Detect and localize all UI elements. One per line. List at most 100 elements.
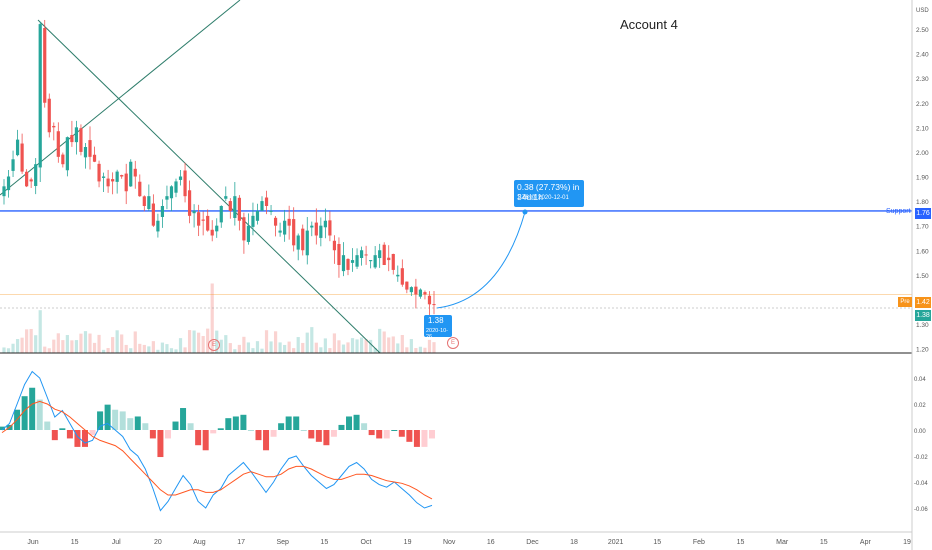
candle-body — [160, 206, 165, 217]
volume-bar — [346, 342, 350, 353]
candle-body — [11, 159, 15, 171]
macd-histogram-bar — [421, 430, 428, 447]
volume-bar — [328, 348, 332, 353]
volume-bar — [165, 344, 169, 353]
pre-market-label: Pre — [898, 297, 912, 307]
time-label: Aug — [193, 539, 206, 546]
volume-bar — [246, 342, 251, 353]
candle-body — [260, 201, 264, 211]
macd-histogram-bar — [413, 430, 420, 447]
volume-bar — [70, 340, 74, 353]
macd-histogram-bar — [330, 430, 337, 437]
macd-histogram-bar — [361, 423, 368, 430]
volume-bar — [396, 343, 400, 353]
volume-bar — [427, 339, 432, 353]
candle-body — [405, 281, 409, 290]
macd-histogram-bar — [391, 430, 398, 431]
macd-histogram-bar — [225, 418, 232, 430]
candle-body — [187, 190, 192, 216]
earnings-marker[interactable]: E — [447, 337, 459, 349]
volume-bar — [418, 346, 423, 353]
earnings-marker[interactable]: E — [208, 339, 220, 351]
volume-bar — [25, 329, 29, 353]
candle-body — [15, 139, 20, 156]
volume-bar — [111, 337, 115, 353]
macd-histogram-bar — [74, 430, 81, 447]
macd-histogram-bar — [142, 423, 149, 430]
candle-body — [97, 163, 101, 182]
indicator-tick: 0.00 — [914, 429, 926, 435]
candle-body — [178, 176, 183, 180]
projection-callout[interactable]: 0.38 (27.73%) in 34d 1h 1.76 @ 2020-12-0… — [514, 180, 584, 207]
candle-body — [183, 170, 187, 197]
start-point-callout[interactable]: 1.38 2020-10-26 — [424, 315, 452, 340]
candle-body — [29, 179, 33, 182]
macd-histogram-bar — [383, 430, 390, 439]
volume-bar — [369, 339, 373, 353]
price-tick: 2.20 — [916, 101, 929, 108]
candle-body — [228, 201, 232, 211]
candle-body — [305, 230, 309, 256]
volume-bar — [11, 343, 15, 353]
candle-body — [70, 135, 74, 143]
candle-body — [83, 147, 88, 158]
macd-histogram-bar — [353, 414, 360, 430]
pre-price-badge: 1.42 — [915, 297, 931, 308]
macd-histogram-bar — [406, 430, 413, 442]
candle-body — [206, 215, 210, 231]
macd-histogram-bar — [164, 430, 171, 439]
macd-histogram-bar — [247, 430, 254, 431]
volume-bar — [83, 331, 88, 353]
volume-bar — [101, 349, 106, 353]
volume-bar — [400, 335, 404, 353]
volume-bar — [88, 333, 92, 353]
time-label: 16 — [487, 539, 495, 546]
volume-bar — [65, 335, 69, 353]
candle-body — [201, 219, 205, 221]
candle-body — [192, 210, 196, 214]
volume-bar — [359, 337, 364, 353]
volume-bar — [278, 342, 282, 353]
volume-bar — [56, 333, 60, 353]
volume-bar — [106, 348, 110, 353]
volume-bar — [115, 330, 119, 353]
macd-histogram-bar — [97, 411, 104, 430]
candle-body — [359, 250, 364, 258]
candle-body — [287, 218, 291, 226]
candle-body — [106, 178, 110, 187]
price-tick: 1.80 — [916, 199, 929, 206]
volume-bar — [314, 342, 318, 353]
candle-body — [237, 197, 241, 221]
candle-body — [124, 173, 128, 192]
volume-bar — [305, 332, 309, 353]
macd-histogram-bar — [270, 430, 277, 437]
volume-bar — [219, 339, 223, 353]
candle-body — [423, 292, 427, 295]
volume-bar — [151, 341, 155, 353]
macd-histogram-bar — [263, 430, 270, 451]
volume-bar — [382, 331, 386, 353]
price-tick: 1.70 — [916, 224, 929, 231]
price-tick: 1.60 — [916, 248, 929, 255]
candle-body — [382, 244, 386, 265]
candle-body — [34, 164, 38, 187]
projection-target-point — [522, 209, 528, 215]
time-label: Dec — [526, 539, 539, 546]
volume-bar — [405, 347, 409, 353]
candlesticks — [2, 19, 436, 317]
candle-body — [197, 212, 201, 226]
volume-bar — [337, 340, 341, 353]
volume-bar — [332, 333, 337, 353]
macd-histogram-bar — [293, 416, 300, 430]
candle-body — [255, 210, 260, 221]
macd-histogram-bar — [21, 396, 28, 430]
macd-lines — [1, 370, 433, 512]
volume-bar — [38, 310, 42, 353]
macd-histogram-bar — [119, 411, 126, 430]
time-label: Jul — [112, 539, 121, 546]
candle-body — [25, 171, 29, 187]
volume-bars — [2, 283, 436, 353]
candle-body — [373, 255, 377, 268]
time-label: 15 — [71, 539, 79, 546]
